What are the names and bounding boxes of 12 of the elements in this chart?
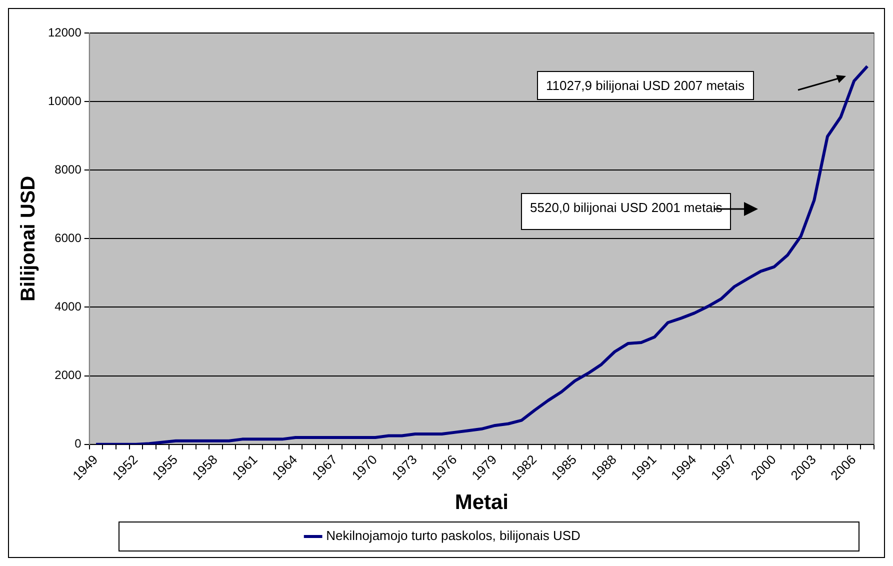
y-tick-label: 8000 [54,162,82,176]
y-tick-label: 0 [74,436,82,451]
y-tick-label: 10000 [48,94,82,108]
y-tick-label: 4000 [54,300,82,314]
y-tick-label: 12000 [48,25,82,40]
annotation: 11027,9 bilijonai USD 2007 metais [537,71,754,100]
legend-label: Nekilnojamojo turto paskolos, bilijonais USD [326,528,580,544]
annotation: 5520,0 bilijonai USD 2001 metais [521,193,732,230]
y-axis-title: Bilijonai USD [18,176,40,302]
y-tick-label: 2000 [54,368,82,382]
x-axis-title: Metai [454,491,509,514]
y-tick-label: 6000 [54,230,82,245]
